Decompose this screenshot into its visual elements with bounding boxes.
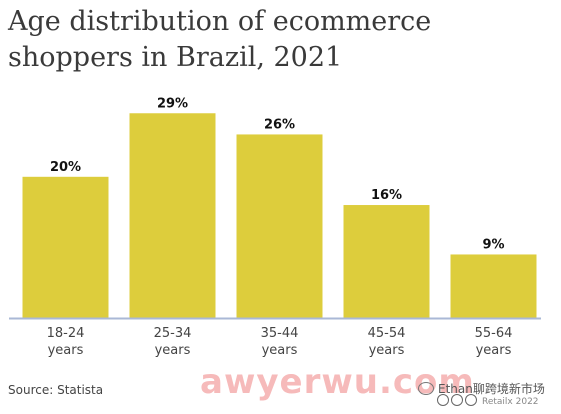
data-label: 26% [264, 117, 295, 132]
bar [343, 205, 430, 318]
wechat-credit: Ethan聊跨境新市场 [418, 380, 545, 397]
category-label: years [155, 343, 191, 358]
category-label: years [262, 343, 298, 358]
credit-text: Retailx 2022 [482, 397, 539, 407]
data-label: 20% [50, 160, 81, 175]
category-label: years [476, 343, 512, 358]
data-label: 9% [482, 237, 504, 252]
by-icon [451, 394, 463, 406]
category-label: 35-44 [261, 326, 299, 341]
bar [450, 254, 537, 318]
license-icons [437, 394, 477, 406]
category-label: years [48, 343, 84, 358]
wechat-handle: Ethan聊跨境新市场 [438, 382, 545, 396]
category-label: 45-54 [368, 326, 406, 341]
data-label: 29% [157, 96, 188, 111]
cc-icon [437, 394, 449, 406]
wechat-icon [418, 382, 434, 395]
nd-icon [465, 394, 477, 406]
category-label: 55-64 [475, 326, 513, 341]
category-label: 18-24 [47, 326, 85, 341]
category-label: 25-34 [154, 326, 192, 341]
category-label: years [369, 343, 405, 358]
bar [129, 113, 216, 318]
bar [236, 134, 323, 318]
source-note: Source: Statista [8, 383, 104, 397]
bar [22, 176, 109, 318]
chart-title: Age distribution of ecommerce shoppers i… [8, 6, 432, 73]
data-label: 16% [371, 188, 402, 203]
